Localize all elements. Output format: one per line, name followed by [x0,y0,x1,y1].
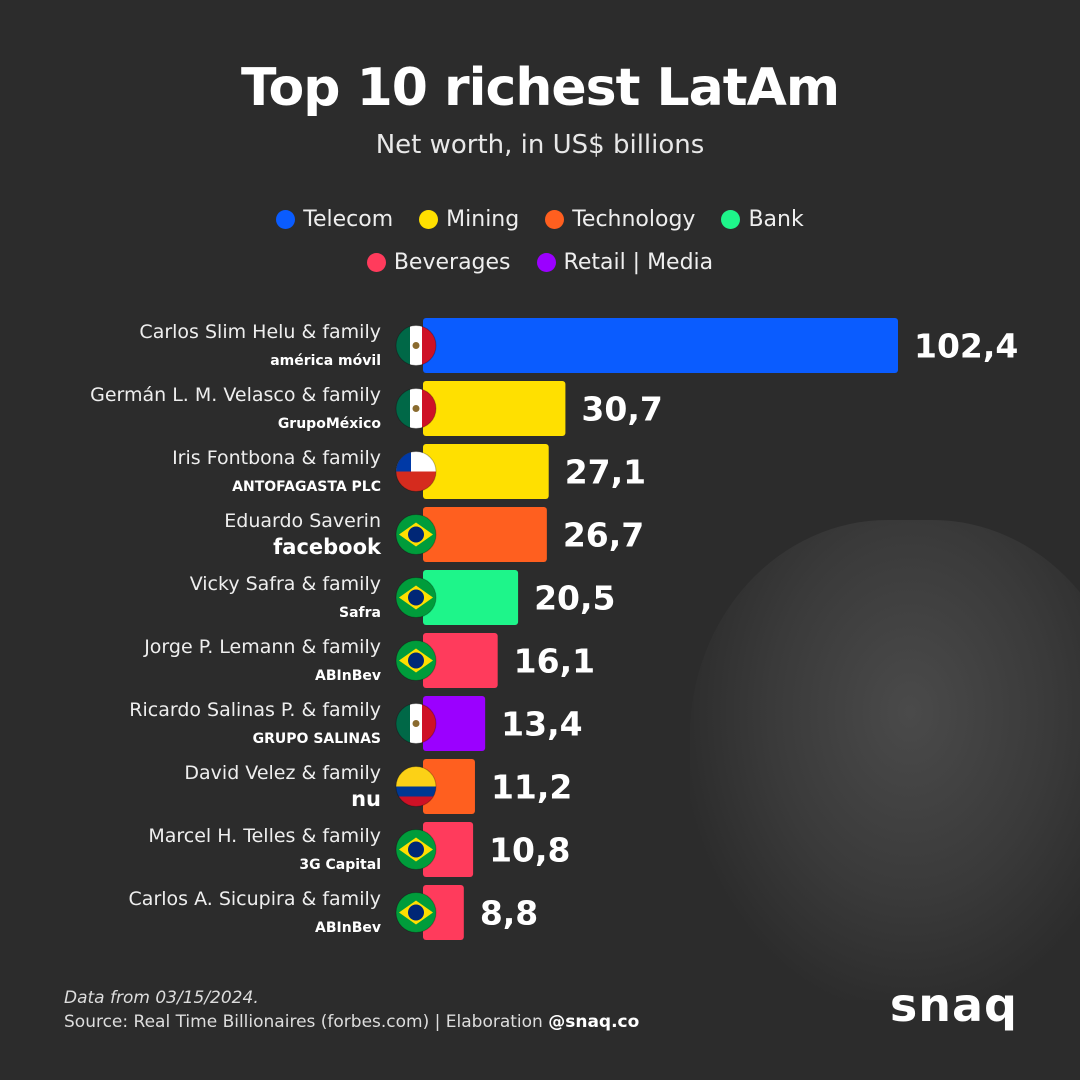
chart-subtitle: Net worth, in US$ billions [375,130,705,160]
person-name: Carlos Slim Helu & family [139,321,381,343]
company-logo: ABInBev [315,668,381,684]
legend-item-beverages: Beverages [366,250,511,275]
bar [423,570,519,625]
value-label: 13,4 [501,705,582,744]
legend-label: Technology [572,207,696,232]
bar-row: 11,2 David Velez & family nu [184,759,572,814]
company-logo: 3G Capital [299,857,381,873]
bar [423,696,486,751]
legend-dot [721,210,741,229]
bar [423,318,898,373]
legend-item-technology: Technology [545,207,695,232]
bar-row: 20,5 Vicky Safra & family Safra [190,570,616,625]
legend-dot [419,210,439,229]
legend-item-bank: Bank [721,207,804,232]
legend-dot [545,210,565,229]
bar [423,759,475,814]
legend-label: Beverages [393,250,511,275]
bar-row: 16,1 Jorge P. Lemann & family ABInBev [143,633,595,688]
person-name: Carlos A. Sicupira & family [129,888,381,910]
brazil-flag-icon [396,577,436,618]
bar [423,633,498,688]
chart-title: Top 10 richest LatAm [240,58,840,118]
company-logo: Safra [339,605,381,621]
company-logo: américa móvil [270,353,381,369]
legend-dot [366,253,386,272]
person-name: Jorge P. Lemann & family [143,636,381,658]
bar-row: 10,8 Marcel H. Telles & family 3G Capital [148,822,571,877]
person-name: Iris Fontbona & family [172,447,381,469]
person-name: Marcel H. Telles & family [148,825,381,847]
brazil-flag-icon [396,640,436,681]
legend-dot [536,253,556,272]
company-logo: GrupoMéxico [278,416,382,432]
bar-row: 30,7 Germán L. M. Velasco & family GrupoMé… [90,381,663,436]
mexico-flag-icon [396,325,436,366]
person-name: Germán L. M. Velasco & family [90,384,381,406]
legend-label: Mining [446,207,520,232]
bar [423,381,566,436]
mexico-flag-icon [396,388,436,429]
bar [423,885,464,940]
legend-row-2: Beverages Retail | Media [0,250,1080,275]
footer: Data from 03/15/2024. Source: Real Time … [64,986,639,1034]
value-label: 20,5 [534,579,615,618]
brazil-flag-icon [396,829,436,870]
value-label: 102,4 [914,327,1018,366]
data-date: Data from 03/15/2024. [64,988,259,1008]
value-label: 10,8 [489,831,570,870]
person-name: Eduardo Saverin [224,510,381,532]
source-line: Source: Real Time Billionaires (forbes.c… [64,1010,639,1034]
company-logo: ANTOFAGASTA PLC [232,479,381,495]
value-label: 16,1 [514,642,595,681]
bar [423,444,549,499]
legend-dot [276,210,296,229]
value-label: 30,7 [581,390,662,429]
mexico-flag-icon [396,703,436,744]
bar [423,507,547,562]
value-label: 8,8 [480,894,538,933]
company-logo: GRUPO SALINAS [253,731,381,747]
legend-label: Bank [748,207,804,232]
bar-row: 27,1 Iris Fontbona & family ANTOFAGASTA PL… [172,444,646,499]
chile-flag-icon [396,451,436,492]
legend-label: Telecom [303,207,394,232]
source-text: Source: Real Time Billionaires (forbes.c… [64,1012,549,1032]
value-label: 27,1 [565,453,646,492]
legend-item-retail-media: Retail | Media [536,250,714,275]
brand-logo: snaq [889,978,1018,1032]
handle: @snaq.co [548,1012,640,1032]
bar-row: 26,7 Eduardo Saverin facebook [224,507,644,562]
background-portrait [690,520,1080,1000]
value-label: 26,7 [563,516,644,555]
company-logo: facebook [273,535,382,559]
company-logo: ABInBev [315,920,381,936]
brazil-flag-icon [396,892,436,933]
bar-row: 102,4 Carlos Slim Helu & family américa mó… [139,318,1018,373]
bar-row: 8,8 Carlos A. Sicupira & family ABInBev [129,885,538,940]
bar-row: 13,4 Ricardo Salinas P. & family GRUPO SAL… [129,696,583,751]
person-name: David Velez & family [184,762,381,784]
person-name: Ricardo Salinas P. & family [129,699,381,721]
person-name: Vicky Safra & family [190,573,381,595]
brazil-flag-icon [396,514,436,555]
value-label: 11,2 [491,768,572,807]
legend-row-1: Telecom Mining Technology Bank [0,207,1080,232]
bar [423,822,474,877]
legend-item-telecom: Telecom [276,207,393,232]
legend-label: Retail | Media [563,250,714,275]
legend-item-mining: Mining [419,207,519,232]
company-logo: nu [351,787,381,811]
colombia-flag-icon [396,766,436,807]
